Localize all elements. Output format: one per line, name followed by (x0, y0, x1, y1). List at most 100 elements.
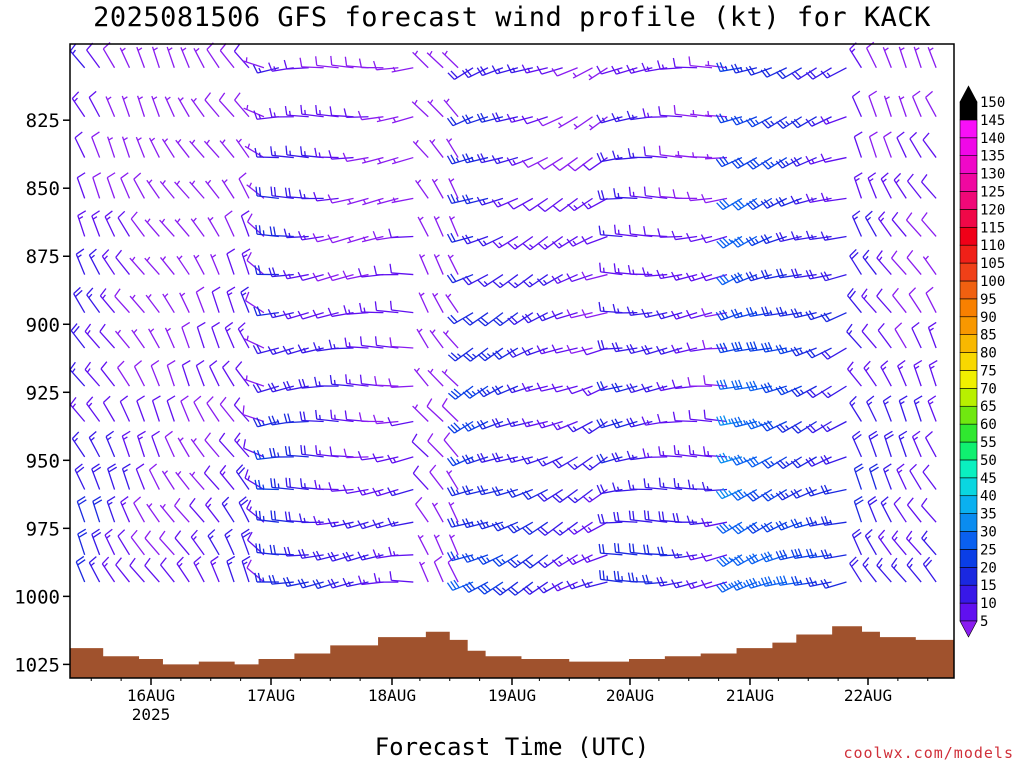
wind-barb (908, 287, 922, 314)
wind-barb (882, 395, 892, 422)
wind-barb (164, 430, 175, 458)
wind-barb (731, 554, 758, 567)
wind-barb (314, 147, 339, 159)
wind-barb (868, 430, 879, 458)
wind-barb (210, 254, 220, 275)
wind-barb (233, 397, 250, 422)
wind-barb (162, 293, 175, 314)
wind-barb (656, 269, 683, 280)
wind-barb (878, 211, 892, 237)
wind-barb (193, 254, 205, 275)
wind-barb (412, 50, 429, 69)
wind-barb (284, 446, 309, 458)
wind-barb (92, 172, 102, 199)
wind-barb (566, 344, 593, 355)
wind-barb (205, 179, 220, 199)
wind-barb (896, 463, 907, 490)
wind-barb (672, 513, 698, 523)
credit-text: coolwx.com/models (843, 744, 1014, 762)
wind-barb (492, 347, 519, 360)
wind-barb (820, 231, 847, 241)
wind-barb (145, 293, 160, 314)
wind-barb (330, 409, 354, 423)
wind-barb (177, 437, 190, 458)
wind-barb (658, 187, 683, 200)
wind-barb (362, 197, 384, 206)
wind-barb (136, 395, 146, 422)
wind-barb (205, 497, 220, 523)
wind-barb (599, 262, 623, 276)
chart-title: 2025081506 GFS forecast wind profile (kt… (93, 2, 931, 33)
wind-barb (252, 383, 280, 394)
wind-barb (446, 551, 474, 562)
wind-barb (566, 235, 593, 247)
wind-barb (588, 116, 608, 131)
wind-barb (144, 557, 160, 583)
colorbar-tick-label: 35 (980, 507, 997, 523)
wind-barb (267, 346, 294, 356)
wind-barb (312, 309, 339, 319)
wind-barb (790, 456, 817, 469)
wind-barb (327, 551, 354, 562)
wind-barb (552, 157, 578, 171)
wind-barb (643, 186, 668, 200)
colorbar-swatch (959, 101, 978, 121)
wind-barb (443, 98, 459, 118)
colorbar-tick-label: 100 (980, 274, 1005, 290)
wind-barb (377, 156, 399, 165)
colorbar-tick-label: 60 (980, 417, 997, 433)
wind-barb (313, 515, 339, 526)
wind-barb (582, 157, 608, 171)
wind-barb (883, 95, 892, 117)
wind-barb (418, 292, 429, 313)
wind-barb (193, 47, 205, 69)
wind-barb (922, 132, 937, 158)
wind-barb (135, 136, 146, 158)
wind-barb (868, 463, 879, 490)
wind-barb (851, 430, 863, 458)
wind-barb (820, 271, 847, 282)
colorbar-swatch (959, 191, 978, 210)
wind-barb (413, 367, 429, 387)
wind-barb (853, 463, 864, 490)
wind-barb (224, 321, 235, 349)
wind-barb (671, 271, 698, 281)
wind-barb (206, 396, 220, 422)
wind-barb (195, 359, 205, 387)
wind-barb (730, 115, 758, 126)
wind-barb (656, 381, 683, 392)
wind-barb (133, 360, 146, 387)
wind-barb (136, 430, 146, 458)
wind-barb (761, 116, 788, 129)
wind-barb (246, 499, 265, 523)
wind-barb (190, 97, 205, 118)
colorbar-tick-label: 120 (980, 202, 1005, 218)
wind-barb (536, 382, 563, 392)
wind-barb (746, 521, 773, 534)
colorbar-swatch (959, 316, 978, 335)
wind-barb (775, 344, 802, 355)
wind-barb (611, 65, 638, 75)
wind-barb (74, 463, 86, 490)
wind-barb (880, 172, 892, 199)
wind-barb (315, 105, 339, 118)
wind-barb (921, 212, 937, 237)
wind-barb (641, 267, 668, 277)
wind-barb (119, 395, 131, 422)
wind-barb (476, 196, 504, 206)
wind-barb (507, 235, 534, 250)
colorbar-tick-label: 85 (980, 328, 997, 344)
wind-barb (189, 497, 205, 523)
wind-barb (283, 228, 309, 239)
wind-barb (596, 453, 623, 464)
wind-barb (180, 47, 190, 69)
wind-barb (598, 225, 623, 238)
wind-barb (862, 249, 877, 275)
colorbar-swatch (959, 477, 978, 497)
wind-barb (359, 302, 384, 314)
wind-barb (909, 463, 922, 490)
wind-barb (84, 361, 101, 387)
wind-barb (211, 321, 220, 349)
wind-barb (86, 396, 101, 422)
